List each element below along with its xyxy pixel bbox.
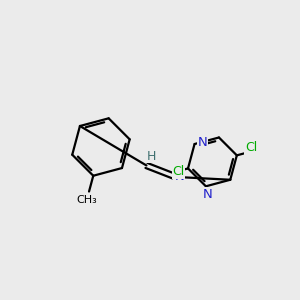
- Text: CH₃: CH₃: [76, 195, 97, 205]
- Text: Cl: Cl: [172, 165, 185, 178]
- Text: N: N: [198, 136, 208, 149]
- Text: N: N: [202, 188, 212, 201]
- Text: Cl: Cl: [245, 141, 257, 154]
- Text: H: H: [147, 150, 156, 163]
- Text: N: N: [175, 170, 184, 183]
